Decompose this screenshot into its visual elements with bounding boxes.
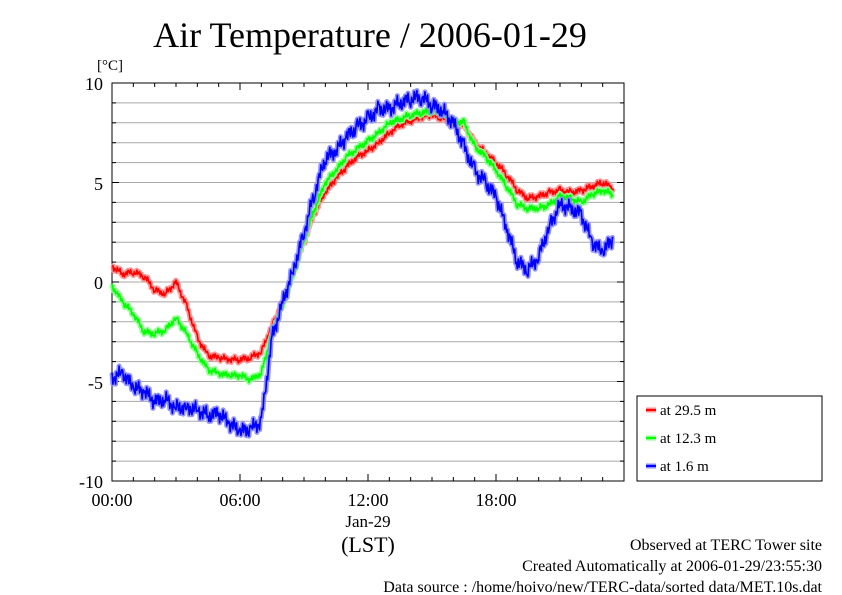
x-tick-labels: 00:00 06:00 12:00 18:00 xyxy=(91,490,516,510)
series-layer xyxy=(109,88,616,439)
x-tick-label: 00:00 xyxy=(91,490,132,510)
footer-source: Data source : /home/hoivo/new/TERC-data/… xyxy=(383,579,822,595)
y-tick-label: -5 xyxy=(88,373,103,393)
legend-label: at 29.5 m xyxy=(660,403,717,419)
series-line xyxy=(111,107,614,384)
footer-created: Created Automatically at 2006-01-29/23:5… xyxy=(522,558,822,575)
axis-ticks xyxy=(111,82,625,482)
chart-title: Air Temperature / 2006-01-29 xyxy=(153,15,587,55)
x-axis-label: (LST) xyxy=(341,532,395,557)
legend-label: at 12.3 m xyxy=(660,431,717,447)
x-date-label: Jan-29 xyxy=(345,512,390,531)
x-tick-label: 06:00 xyxy=(219,490,260,510)
x-tick-label: 18:00 xyxy=(475,490,516,510)
y-tick-label: 5 xyxy=(94,174,103,194)
legend-items: at 29.5 m at 12.3 m at 1.6 m xyxy=(646,403,717,475)
legend: at 29.5 m at 12.3 m at 1.6 m xyxy=(636,395,823,482)
y-tick-labels: 10 5 0 -5 -10 xyxy=(79,74,103,492)
y-tick-label: 0 xyxy=(94,273,103,293)
legend-box xyxy=(636,395,823,482)
series-line-halo xyxy=(110,109,616,366)
y-tick-label: -10 xyxy=(79,472,103,492)
y-tick-label: 10 xyxy=(85,74,103,94)
x-tick-label: 12:00 xyxy=(347,490,388,510)
series-line xyxy=(111,111,615,364)
series-line xyxy=(111,89,614,437)
legend-label: at 1.6 m xyxy=(660,459,709,475)
y-axis-unit: [°C] xyxy=(97,58,123,74)
footer-site: Observed at TERC Tower site xyxy=(630,537,822,554)
footer: Observed at TERC Tower site Created Auto… xyxy=(383,537,822,595)
